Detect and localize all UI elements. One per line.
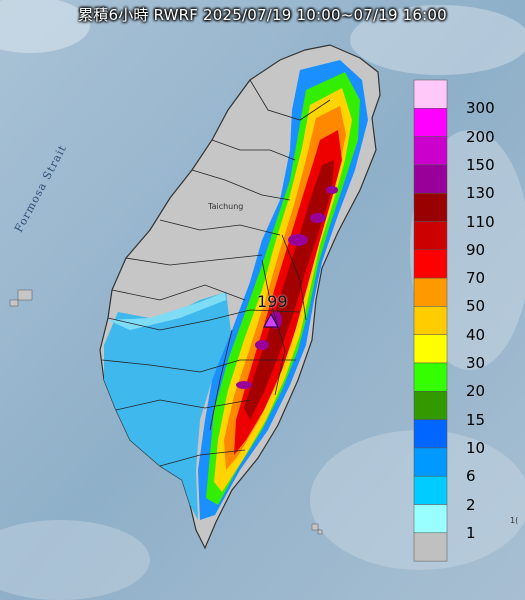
- legend-label: 30: [466, 354, 486, 372]
- legend-label: 6: [466, 467, 476, 486]
- max-value-label: 199: [257, 292, 288, 311]
- county-boundaries: [101, 79, 331, 467]
- legend-swatch: [413, 447, 448, 477]
- rain-zone-faint: [108, 292, 226, 330]
- legend-swatch: [413, 221, 448, 251]
- legend-swatch: [413, 504, 448, 534]
- legend-label: 300: [466, 99, 495, 118]
- legend-label: 20: [466, 382, 486, 401]
- legend-colorbar: [413, 79, 448, 562]
- legend-label: 90: [466, 240, 486, 259]
- legend-swatch: [413, 475, 448, 505]
- legend-label: 50: [466, 297, 486, 316]
- legend-swatch: [413, 249, 448, 279]
- map-title: 累積6小時 RWRF 2025/07/19 10:00~07/19 16:00: [78, 6, 447, 24]
- legend-label: 10: [466, 438, 486, 457]
- legend-swatch: [413, 419, 448, 449]
- legend-label: 70: [466, 269, 486, 288]
- legend-swatch: [413, 532, 448, 562]
- legend-label: 110: [466, 212, 495, 231]
- legend-label: 2: [466, 495, 476, 514]
- legend-swatch: [413, 334, 448, 364]
- legend-swatch: [413, 108, 448, 137]
- legend-swatch: [413, 136, 448, 166]
- legend-swatch: [413, 277, 448, 307]
- legend-label: 150: [466, 155, 495, 174]
- legend-label: 1: [466, 523, 476, 542]
- rain-zone-darkred: [244, 160, 334, 420]
- place-label: Taichung: [208, 202, 244, 211]
- legend-swatch: [413, 79, 448, 109]
- offshore-islands: [9, 289, 323, 535]
- rain-zone-light: [104, 292, 232, 520]
- rain-zone-purple: [236, 186, 338, 389]
- edge-label: 1(: [510, 516, 519, 525]
- max-rainfall-marker: [262, 312, 280, 328]
- legend-swatch: [413, 306, 448, 335]
- legend-swatch: [413, 192, 448, 222]
- legend-swatch: [413, 164, 448, 194]
- legend-label: 15: [466, 410, 486, 429]
- legend-swatch: [413, 391, 448, 420]
- legend-swatch: [413, 362, 448, 392]
- legend-label: 130: [466, 184, 495, 203]
- legend-label: 40: [466, 325, 486, 344]
- legend-label: 200: [466, 127, 495, 146]
